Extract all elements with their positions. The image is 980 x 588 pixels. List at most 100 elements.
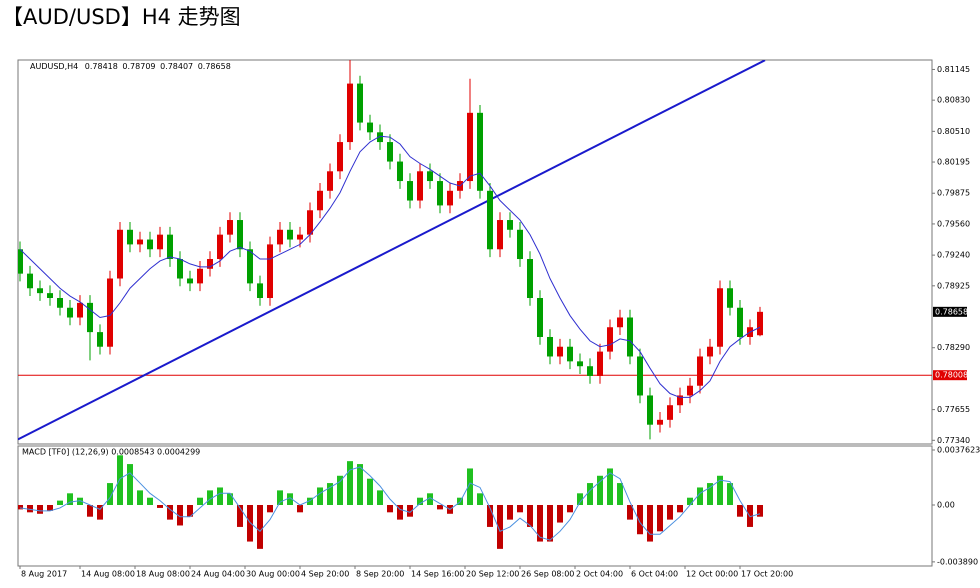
candle-body [537, 298, 543, 337]
last-close: 0.78658 [198, 62, 231, 71]
macd-bar [317, 487, 323, 506]
macd-bar [197, 497, 203, 506]
macd-bar [637, 505, 643, 535]
y-tick-label: 0.79875 [937, 189, 970, 198]
y-tick-label: 0.80510 [937, 127, 970, 136]
y-tick-label: 0.79560 [937, 219, 970, 228]
price-label: 0.78658 [935, 307, 968, 316]
macd-y-tick-label: 0.0037623 [937, 446, 980, 455]
candle-body [627, 317, 633, 357]
x-tick-label: 4 Sep 20:00 [301, 570, 349, 579]
macd-bar [127, 464, 133, 506]
candle-body [597, 351, 603, 376]
macd-bar [18, 505, 23, 510]
candle-body [417, 171, 423, 201]
macd-bar [707, 483, 713, 506]
macd-bar [107, 483, 113, 506]
candle-body [707, 346, 713, 357]
macd-bar [157, 505, 163, 508]
candle-body [317, 190, 323, 211]
macd-bar [137, 490, 143, 506]
candle-body [307, 210, 313, 235]
price-label-box [933, 306, 967, 317]
x-tick-label: 2 Oct 04:00 [576, 570, 623, 579]
candle-body [57, 298, 63, 308]
candle-body [397, 161, 403, 182]
candle-body [647, 395, 653, 425]
candle-body [37, 288, 43, 294]
macd-bar [617, 483, 623, 506]
candle-body [287, 229, 293, 240]
candle-body [497, 220, 503, 250]
macd-bar [467, 468, 473, 506]
macd-bar [27, 505, 33, 513]
macd-y-tick-label: 0.00 [937, 501, 955, 510]
candle-body [337, 142, 343, 172]
candle-body [267, 244, 273, 299]
macd-bar [667, 505, 673, 520]
macd-pane [17, 445, 933, 567]
x-tick-label: 26 Sep 08:00 [521, 570, 574, 579]
candle-body [437, 181, 443, 206]
candle-body [327, 171, 333, 191]
macd-bar [77, 497, 83, 506]
y-tick-label: 0.79240 [937, 251, 970, 260]
macd-bar [67, 493, 73, 506]
candle-body [137, 239, 143, 245]
candle-body [467, 112, 473, 182]
macd-label: MACD [TF0] (12,26,9) 0.0008543 0.0004299 [22, 448, 200, 457]
x-tick-label: 17 Oct 20:00 [741, 570, 793, 579]
macd-bar [97, 505, 103, 520]
macd-bar [47, 505, 53, 511]
candle-body [477, 112, 483, 191]
last-open: 0.78418 [85, 62, 118, 71]
candle-body [637, 356, 643, 396]
macd-bar [397, 505, 403, 520]
candle-body [217, 234, 223, 260]
macd-bar [287, 493, 293, 506]
candle-body [357, 83, 363, 123]
macd-bar [377, 490, 383, 506]
macd-bar [57, 500, 63, 506]
candle-body [687, 385, 693, 396]
y-tick-label: 0.78925 [937, 281, 970, 290]
candle-body [87, 302, 93, 333]
y-tick-label: 0.80830 [937, 96, 970, 105]
x-tick-label: 14 Aug 08:00 [81, 570, 135, 579]
candle-body [607, 327, 613, 352]
trendline [18, 60, 766, 441]
macd-bar [247, 505, 253, 542]
candle-body [127, 229, 133, 245]
candle-body [567, 346, 573, 362]
candle-body [617, 317, 623, 328]
macd-bar [627, 505, 633, 520]
macd-bar [387, 505, 393, 513]
candle-body [277, 229, 283, 245]
macd-bar [117, 455, 123, 506]
candle-body [77, 302, 83, 318]
last-high: 0.78709 [122, 62, 155, 71]
macd-bar [277, 490, 283, 506]
candle-body [297, 234, 303, 240]
candle-body [697, 356, 703, 386]
macd-bar [217, 487, 223, 506]
candle-body [487, 190, 493, 250]
candle-body [737, 307, 743, 337]
macd-bar [257, 505, 263, 549]
macd-bar [737, 505, 743, 517]
macd-bar [367, 478, 373, 506]
macd-bar [237, 505, 243, 527]
macd-bar [207, 490, 213, 506]
candle-body [177, 259, 183, 279]
candle-body [27, 273, 33, 289]
candle-body [517, 229, 523, 260]
macd-bar [557, 505, 563, 523]
macd-bar [427, 493, 433, 506]
candle-body [167, 234, 173, 260]
candle-body [147, 239, 153, 250]
macd-bar [717, 475, 723, 506]
x-tick-label: 20 Sep 12:00 [466, 570, 519, 579]
candle-body [577, 361, 583, 367]
macd-bar [757, 505, 763, 517]
